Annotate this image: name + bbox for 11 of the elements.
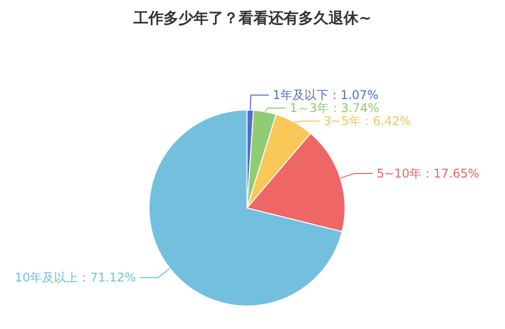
data-label: ：6.42%: [360, 114, 412, 128]
slice-label: 3~5年: [324, 114, 361, 128]
data-label: ：71.12%: [78, 270, 136, 285]
data-label: ：3.74%: [329, 101, 380, 116]
slice-label: 5~10年: [376, 166, 422, 180]
slice-label: 1～3年: [290, 101, 330, 116]
data-label: ：1.07%: [328, 88, 379, 102]
slice-label: 10年及以上: [14, 270, 78, 285]
slice-label: 1年及以下: [272, 88, 328, 102]
data-label: ：17.65%: [422, 166, 480, 180]
chart-title: 工作多少年了？看看还有多久退休~: [132, 9, 372, 27]
